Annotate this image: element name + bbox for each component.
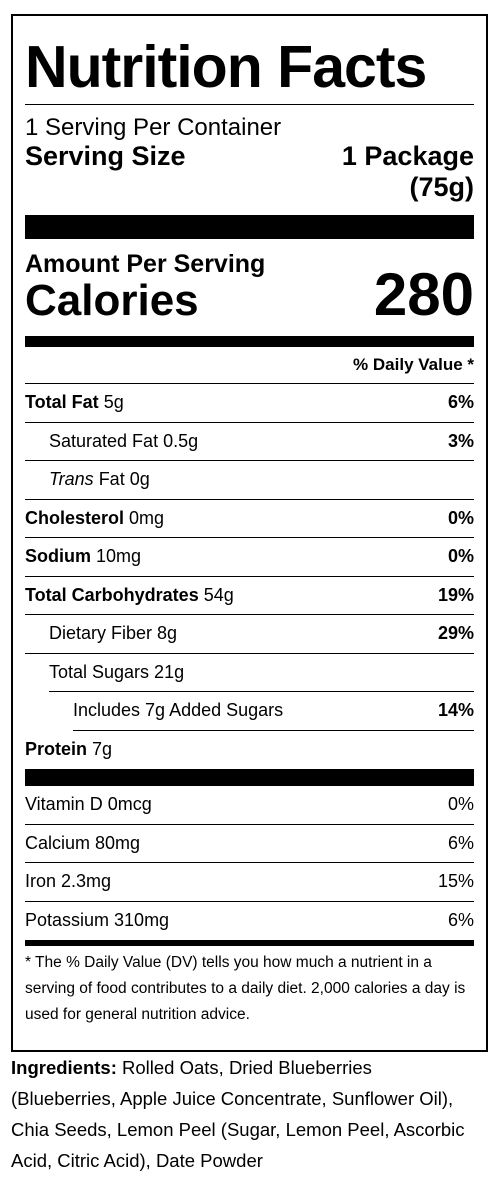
serving-size-row: Serving Size 1 Package (75g) xyxy=(25,141,474,203)
serving-size-label: Serving Size xyxy=(25,141,186,171)
nutrient-row-trans-fat: Trans Fat 0g xyxy=(25,461,474,500)
vitamin-row: Calcium 80mg 6% xyxy=(25,825,474,863)
protein-divider xyxy=(25,769,474,786)
nutrient-dv: 0% xyxy=(447,546,474,567)
nutrient-name: Cholesterol xyxy=(25,507,125,528)
vitamin-row: Potassium 310mg 6% xyxy=(25,902,474,941)
ingredients-text: Rolled Oats, Dried Blueberries (Blueberr… xyxy=(11,1057,465,1171)
vitamin-name: Potassium 310mg xyxy=(25,910,170,931)
vitamin-name: Vitamin D 0mcg xyxy=(25,794,152,815)
calories-row: Calories 280 xyxy=(25,264,474,326)
nutrient-row-dietary-fiber: Dietary Fiber 8g 29% xyxy=(25,615,474,654)
nutrient-row-protein: Protein 7g xyxy=(25,731,474,770)
daily-value-header: % Daily Value * xyxy=(25,347,474,384)
nutrient-amount: 5g xyxy=(103,392,124,413)
nutrient-dv: 14% xyxy=(437,700,474,721)
nutrient-name: Protein xyxy=(25,739,88,760)
title-divider xyxy=(25,104,474,105)
ingredients-statement: Ingredients: Rolled Oats, Dried Blueberr… xyxy=(11,1052,481,1176)
nutrient-row-total-carbohydrates: Total Carbohydrates 54g 19% xyxy=(25,577,474,615)
nutrient-name: Total Carbohydrates xyxy=(25,584,199,605)
nutrient-name: Total Sugars 21g xyxy=(49,661,185,682)
nutrient-amount: 0mg xyxy=(129,507,165,528)
nutrient-dv: 0% xyxy=(447,507,474,528)
trans-italic: Trans xyxy=(49,469,94,490)
nutrient-row-added-sugars: Includes 7g Added Sugars 14% xyxy=(73,692,474,731)
nutrient-dv: 29% xyxy=(437,623,474,644)
vitamin-dv: 6% xyxy=(447,910,474,931)
medium-divider xyxy=(25,336,474,347)
nutrient-row-sodium: Sodium 10mg 0% xyxy=(25,538,474,577)
nutrient-amount: 7g xyxy=(92,739,113,760)
nutrient-name: Dietary Fiber 8g xyxy=(49,623,178,644)
serving-size-amount: 1 Package (75g) xyxy=(342,141,474,203)
vitamin-dv: 0% xyxy=(447,794,474,815)
trans-rest: Fat 0g xyxy=(93,469,150,490)
nutrient-name: Total Fat xyxy=(25,392,99,413)
servings-per-container: 1 Serving Per Container xyxy=(25,114,282,141)
thick-divider xyxy=(25,215,474,239)
calories-label: Calories xyxy=(25,276,199,325)
nutrient-amount: 54g xyxy=(203,584,234,605)
nutrient-row-total-sugars: Total Sugars 21g xyxy=(49,654,474,692)
nutrient-row-cholesterol: Cholesterol 0mg 0% xyxy=(25,500,474,538)
nutrient-name: Saturated Fat 0.5g xyxy=(49,430,199,451)
nutrient-dv: 19% xyxy=(437,584,474,605)
nutrient-name: Sodium xyxy=(25,546,91,567)
nutrition-facts-label: Nutrition Facts 1 Serving Per Container … xyxy=(11,14,488,1052)
ingredients-label: Ingredients: xyxy=(11,1057,117,1078)
nutrient-amount: 10mg xyxy=(96,546,142,567)
nutrient-name: Includes 7g Added Sugars xyxy=(73,700,284,721)
daily-value-footnote: * The % Daily Value (DV) tells you how m… xyxy=(25,954,466,1023)
amount-per-serving: Amount Per Serving xyxy=(25,250,266,278)
vitamin-row: Iron 2.3mg 15% xyxy=(25,863,474,902)
nutrient-dv: 3% xyxy=(447,430,474,451)
vitamin-name: Calcium 80mg xyxy=(25,832,141,853)
nutrient-name: Trans Fat 0g xyxy=(49,469,150,490)
vitamin-name: Iron 2.3mg xyxy=(25,871,112,892)
vitamin-row: Vitamin D 0mcg 0% xyxy=(25,786,474,825)
nutrient-row-saturated-fat: Saturated Fat 0.5g 3% xyxy=(25,423,474,461)
serving-size-amount-line2: (75g) xyxy=(409,172,474,202)
nutrient-row-total-fat: Total Fat 5g 6% xyxy=(25,384,474,423)
vitamin-dv: 15% xyxy=(437,871,474,892)
vitamin-dv: 6% xyxy=(447,832,474,853)
nutrient-dv: 6% xyxy=(447,392,474,413)
label-title: Nutrition Facts xyxy=(25,34,427,100)
serving-size-amount-line1: 1 Package xyxy=(341,141,474,171)
calories-value: 280 xyxy=(373,261,474,328)
footnote-divider xyxy=(25,940,474,946)
